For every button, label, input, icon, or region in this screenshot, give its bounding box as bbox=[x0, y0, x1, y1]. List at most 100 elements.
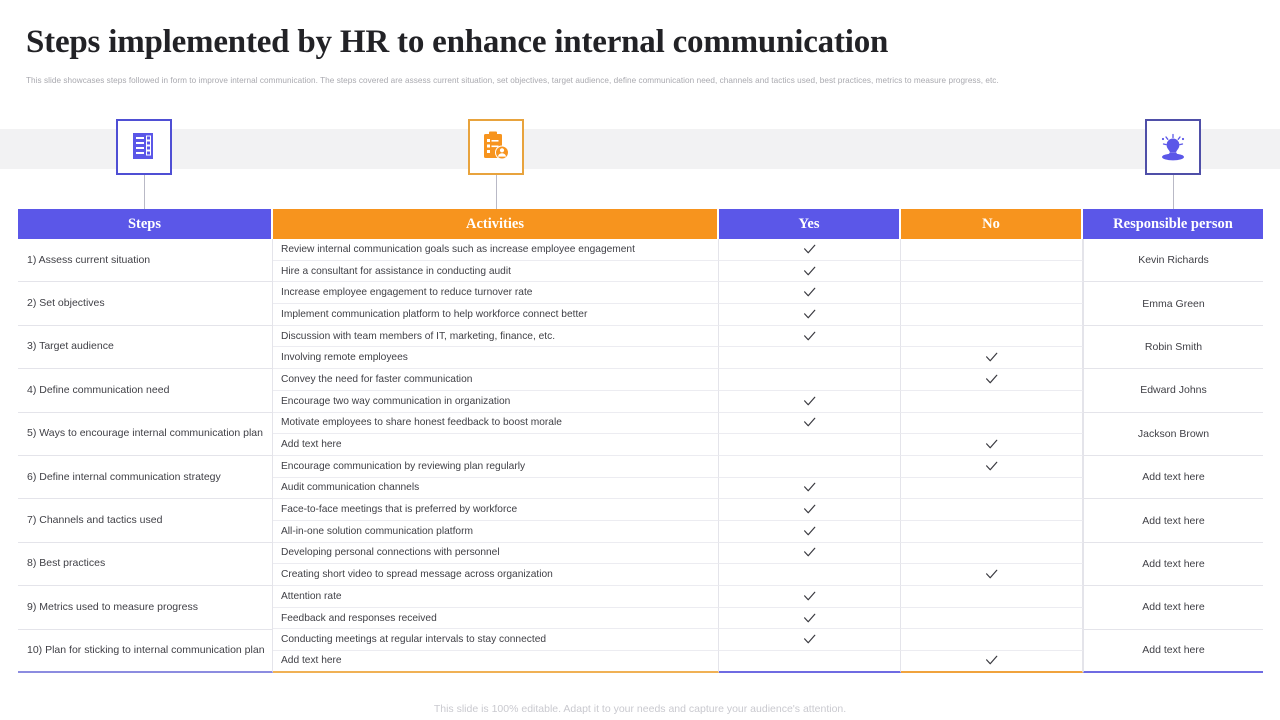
yes-cell[interactable] bbox=[719, 629, 901, 652]
no-cell[interactable] bbox=[901, 477, 1083, 500]
no-cell[interactable] bbox=[901, 629, 1083, 652]
no-cell[interactable] bbox=[901, 564, 1083, 586]
no-cell[interactable] bbox=[901, 520, 1083, 543]
no-cell[interactable] bbox=[901, 499, 1083, 521]
step-cell: 9) Metrics used to measure progress bbox=[18, 586, 273, 630]
no-cell[interactable] bbox=[901, 390, 1083, 413]
yes-cell[interactable] bbox=[719, 282, 901, 305]
checklist-document-icon bbox=[131, 132, 157, 162]
yes-cell[interactable] bbox=[719, 499, 901, 521]
responsible-cell: Add text here bbox=[1083, 455, 1263, 500]
step-cell: 5) Ways to encourage internal communicat… bbox=[18, 412, 273, 456]
table-row: Implement communication platform to help… bbox=[273, 304, 1083, 326]
activity-cell: Add text here bbox=[273, 651, 719, 673]
page-subtitle: This slide showcases steps followed in f… bbox=[26, 76, 999, 85]
activity-cell: Review internal communication goals such… bbox=[273, 239, 719, 261]
yes-cell[interactable] bbox=[719, 542, 901, 565]
no-cell[interactable] bbox=[901, 282, 1083, 305]
connector-line-1 bbox=[144, 175, 145, 209]
check-icon bbox=[985, 373, 998, 386]
check-icon bbox=[803, 633, 816, 646]
column-header-responsible: Responsible person bbox=[1083, 209, 1263, 239]
yes-cell[interactable] bbox=[719, 347, 901, 370]
check-icon bbox=[803, 612, 816, 625]
table-body: 1) Assess current situation 2) Set object… bbox=[18, 239, 1263, 673]
activity-cell: Implement communication platform to help… bbox=[273, 304, 719, 326]
check-icon bbox=[985, 460, 998, 473]
responsible-cell: Add text here bbox=[1083, 542, 1263, 587]
yes-cell[interactable] bbox=[719, 325, 901, 348]
activity-cell: Encourage two way communication in organ… bbox=[273, 390, 719, 413]
yes-cell[interactable] bbox=[719, 390, 901, 413]
no-cell[interactable] bbox=[901, 325, 1083, 348]
yes-cell[interactable] bbox=[719, 564, 901, 586]
activity-cell: Developing personal connections with per… bbox=[273, 542, 719, 565]
responsible-cell: Add text here bbox=[1083, 629, 1263, 673]
check-icon bbox=[985, 654, 998, 667]
table-row: Increase employee engagement to reduce t… bbox=[273, 282, 1083, 305]
yes-cell[interactable] bbox=[719, 520, 901, 543]
yes-cell[interactable] bbox=[719, 607, 901, 630]
table-row: Audit communication channels bbox=[273, 477, 1083, 500]
no-cell[interactable] bbox=[901, 542, 1083, 565]
yes-cell[interactable] bbox=[719, 412, 901, 435]
idea-lightbulb-podium-icon bbox=[1157, 132, 1189, 162]
table-row: Feedback and responses received bbox=[273, 607, 1083, 630]
activity-cell: Audit communication channels bbox=[273, 477, 719, 500]
steps-column: 1) Assess current situation 2) Set object… bbox=[18, 239, 273, 673]
no-cell[interactable] bbox=[901, 434, 1083, 456]
connector-line-2 bbox=[496, 175, 497, 209]
badge-idea-podium bbox=[1145, 119, 1201, 175]
page-title: Steps implemented by HR to enhance inter… bbox=[26, 24, 889, 60]
column-header-yes: Yes bbox=[719, 209, 901, 239]
table-row: Developing personal connections with per… bbox=[273, 542, 1083, 565]
responsible-column: Kevin Richards Emma Green Robin Smith Edwar… bbox=[1083, 239, 1263, 673]
check-icon bbox=[803, 546, 816, 559]
yes-cell[interactable] bbox=[719, 239, 901, 261]
no-cell[interactable] bbox=[901, 607, 1083, 630]
column-header-activities: Activities bbox=[273, 209, 719, 239]
activity-cell: Increase employee engagement to reduce t… bbox=[273, 282, 719, 305]
no-cell[interactable] bbox=[901, 586, 1083, 608]
table-row: Add text here bbox=[273, 651, 1083, 673]
activity-cell: Involving remote employees bbox=[273, 347, 719, 370]
steps-table: Steps Activities Yes No Responsible pers… bbox=[18, 209, 1263, 673]
activity-cell: All-in-one solution communication platfo… bbox=[273, 520, 719, 543]
yes-cell[interactable] bbox=[719, 651, 901, 673]
activity-cell: Feedback and responses received bbox=[273, 607, 719, 630]
step-cell: 2) Set objectives bbox=[18, 282, 273, 326]
step-cell: 10) Plan for sticking to internal commun… bbox=[18, 629, 273, 673]
yes-cell[interactable] bbox=[719, 477, 901, 500]
no-cell[interactable] bbox=[901, 369, 1083, 391]
yes-cell[interactable] bbox=[719, 434, 901, 456]
yes-cell[interactable] bbox=[719, 369, 901, 391]
no-cell[interactable] bbox=[901, 455, 1083, 478]
activity-cell: Discussion with team members of IT, mark… bbox=[273, 325, 719, 348]
responsible-cell: Kevin Richards bbox=[1083, 239, 1263, 283]
no-cell[interactable] bbox=[901, 239, 1083, 261]
no-cell[interactable] bbox=[901, 304, 1083, 326]
no-cell[interactable] bbox=[901, 412, 1083, 435]
no-cell[interactable] bbox=[901, 260, 1083, 283]
yes-cell[interactable] bbox=[719, 586, 901, 608]
column-header-no: No bbox=[901, 209, 1083, 239]
responsible-cell: Jackson Brown bbox=[1083, 412, 1263, 456]
responsible-cell: Add text here bbox=[1083, 586, 1263, 630]
table-row: Discussion with team members of IT, mark… bbox=[273, 325, 1083, 348]
table-row: Encourage two way communication in organ… bbox=[273, 390, 1083, 413]
responsible-cell: Robin Smith bbox=[1083, 325, 1263, 370]
column-header-steps: Steps bbox=[18, 209, 273, 239]
clipboard-person-icon bbox=[481, 131, 511, 163]
check-icon bbox=[803, 395, 816, 408]
activity-cell: Attention rate bbox=[273, 586, 719, 608]
yes-cell[interactable] bbox=[719, 260, 901, 283]
yes-cell[interactable] bbox=[719, 304, 901, 326]
step-cell: 7) Channels and tactics used bbox=[18, 499, 273, 543]
step-cell: 3) Target audience bbox=[18, 325, 273, 370]
table-row: Convey the need for faster communication bbox=[273, 369, 1083, 391]
yes-cell[interactable] bbox=[719, 455, 901, 478]
no-cell[interactable] bbox=[901, 347, 1083, 370]
check-icon bbox=[985, 568, 998, 581]
table-row: All-in-one solution communication platfo… bbox=[273, 520, 1083, 543]
no-cell[interactable] bbox=[901, 651, 1083, 673]
